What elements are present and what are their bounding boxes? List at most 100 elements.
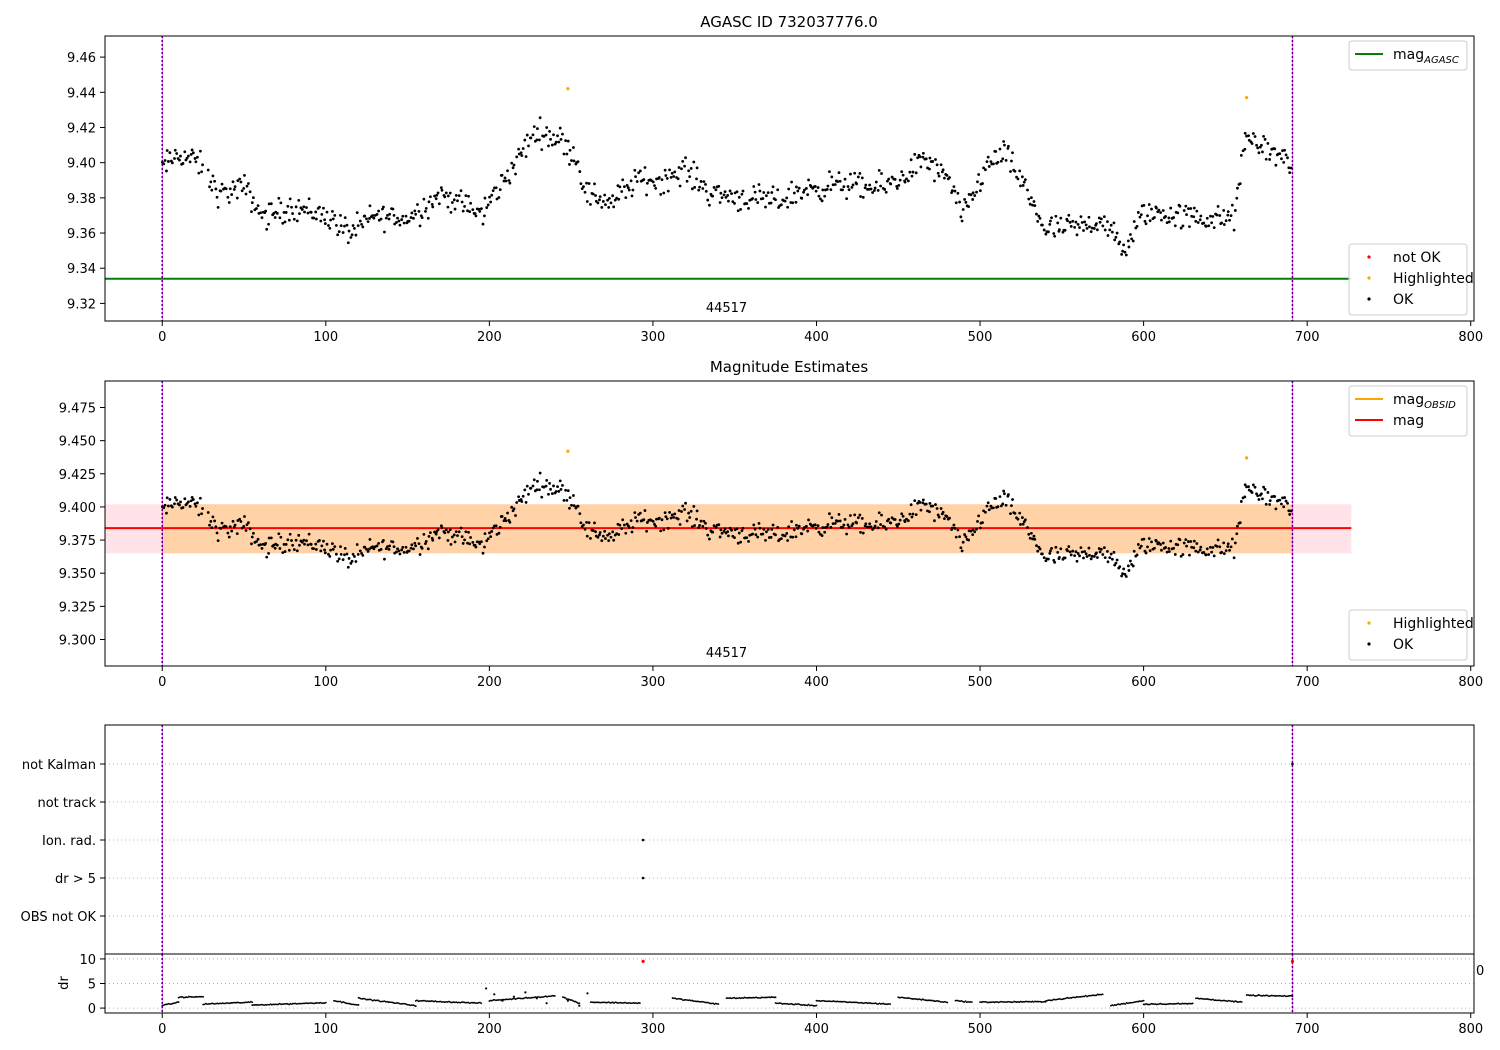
ok-point bbox=[226, 531, 230, 535]
dr-point bbox=[314, 1002, 317, 1004]
ok-point bbox=[277, 532, 281, 536]
ok-point bbox=[333, 545, 337, 549]
ok-point bbox=[558, 126, 562, 130]
dr-point bbox=[763, 996, 765, 999]
legend-label: not OK bbox=[1393, 250, 1441, 266]
ok-point bbox=[985, 160, 989, 164]
ok-point bbox=[377, 541, 380, 545]
dr-point bbox=[695, 1000, 698, 1003]
ok-point bbox=[1076, 552, 1080, 555]
ok-point bbox=[347, 557, 351, 560]
ok-point bbox=[1257, 151, 1261, 155]
ok-point bbox=[561, 484, 564, 487]
dr-point bbox=[885, 1003, 888, 1006]
dr-point bbox=[531, 996, 534, 999]
ok-point bbox=[269, 536, 273, 540]
ok-point bbox=[277, 196, 281, 200]
ok-point bbox=[651, 180, 655, 184]
dr-point bbox=[339, 1000, 342, 1003]
dr-point bbox=[475, 1002, 477, 1005]
ok-point bbox=[273, 216, 277, 219]
ok-point bbox=[1090, 226, 1094, 230]
highlighted-point bbox=[1245, 95, 1249, 100]
ok-point bbox=[931, 504, 935, 508]
ok-point bbox=[323, 548, 326, 552]
ok-point bbox=[817, 194, 821, 198]
ok-point bbox=[494, 524, 498, 528]
ok-point bbox=[998, 495, 1002, 499]
ok-point bbox=[232, 187, 236, 191]
flag-category-label: Ion. rad. bbox=[42, 834, 96, 849]
y-axis-label: dr bbox=[57, 976, 72, 990]
ok-point bbox=[956, 191, 960, 195]
ok-point bbox=[651, 520, 655, 523]
dr-point bbox=[872, 1002, 874, 1005]
ok-point bbox=[785, 196, 789, 200]
ok-point bbox=[829, 188, 833, 191]
ok-point bbox=[816, 524, 820, 528]
ok-point bbox=[1108, 556, 1112, 559]
ok-point bbox=[690, 187, 694, 191]
ok-point bbox=[800, 196, 804, 200]
ok-point bbox=[319, 549, 323, 553]
ok-point bbox=[1085, 555, 1089, 558]
ok-point bbox=[1131, 564, 1135, 568]
ok-point bbox=[454, 194, 458, 197]
ok-point bbox=[542, 485, 546, 489]
ok-point bbox=[604, 537, 607, 540]
ok-point bbox=[820, 199, 824, 203]
dr-point bbox=[756, 996, 759, 999]
ok-point bbox=[617, 197, 621, 201]
flag-point bbox=[641, 838, 645, 842]
dr-point bbox=[284, 1003, 286, 1005]
ok-point bbox=[1124, 575, 1128, 578]
ok-point bbox=[833, 183, 837, 186]
ok-point bbox=[1250, 491, 1254, 494]
ok-point bbox=[333, 213, 337, 217]
ok-point bbox=[774, 198, 777, 202]
ok-point bbox=[1274, 507, 1278, 511]
dr-point bbox=[177, 1001, 180, 1003]
ok-point bbox=[568, 506, 571, 510]
ok-point bbox=[449, 543, 453, 546]
ok-point bbox=[954, 201, 958, 205]
ok-point bbox=[887, 177, 891, 181]
ok-point bbox=[302, 205, 306, 209]
ok-point bbox=[579, 182, 583, 186]
dr-point bbox=[593, 1001, 596, 1004]
ok-point bbox=[627, 526, 631, 529]
ok-point bbox=[1020, 516, 1024, 519]
ok-point bbox=[566, 139, 570, 143]
ok-point bbox=[1202, 550, 1206, 554]
ok-point bbox=[961, 540, 965, 544]
ok-point bbox=[761, 532, 765, 536]
ok-point bbox=[654, 186, 658, 190]
ok-point bbox=[397, 549, 401, 553]
ok-point bbox=[791, 535, 795, 539]
ok-point bbox=[314, 217, 318, 221]
ok-point bbox=[1266, 491, 1270, 494]
ok-point bbox=[307, 532, 311, 536]
dr-point bbox=[497, 999, 500, 1001]
ok-point bbox=[524, 500, 528, 504]
ok-point bbox=[235, 196, 239, 200]
ok-point bbox=[769, 535, 773, 539]
ok-point bbox=[928, 167, 931, 171]
ok-point bbox=[1053, 234, 1057, 238]
ok-point bbox=[1187, 540, 1190, 543]
dr-point bbox=[437, 1000, 439, 1003]
ok-point bbox=[936, 171, 940, 175]
ok-point bbox=[175, 498, 179, 502]
ok-point bbox=[358, 549, 362, 553]
ok-point bbox=[248, 527, 252, 531]
dr-point bbox=[990, 1001, 993, 1004]
ok-point bbox=[928, 156, 932, 160]
ok-point bbox=[874, 520, 878, 523]
ok-point bbox=[1207, 553, 1211, 556]
ok-point bbox=[611, 194, 615, 198]
ok-point bbox=[1095, 222, 1098, 226]
ok-point bbox=[468, 542, 472, 546]
highlighted-point bbox=[566, 87, 570, 91]
dr-point bbox=[1222, 999, 1225, 1002]
ok-point bbox=[757, 183, 761, 186]
